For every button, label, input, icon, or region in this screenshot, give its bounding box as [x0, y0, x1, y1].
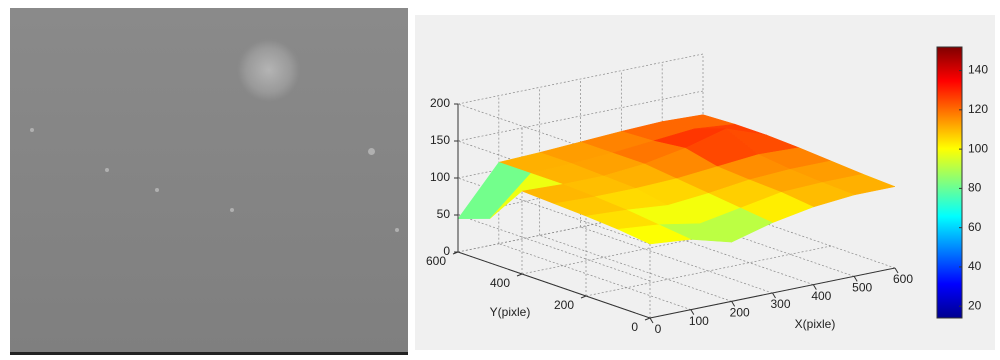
tick-mark — [649, 317, 654, 324]
axis-line — [649, 267, 896, 319]
grid-line — [498, 243, 691, 310]
x-tick-label: 500 — [852, 281, 872, 295]
x-axis-label: X(pixle) — [795, 317, 836, 331]
speck — [30, 128, 34, 132]
speck — [368, 148, 375, 155]
x-tick-label: 400 — [811, 289, 831, 303]
colorbar-tick-label: 40 — [968, 259, 982, 273]
colorbar-tick-label: 140 — [968, 63, 988, 77]
z-tick-label: 100 — [430, 170, 450, 184]
z-tick-label: 0 — [443, 244, 450, 258]
x-tick-label: 100 — [689, 314, 709, 328]
y-tick-label: 400 — [490, 276, 510, 290]
tick-mark — [690, 309, 695, 315]
tick-mark — [772, 292, 776, 299]
y-tick-label: 0 — [631, 320, 638, 334]
axis-line — [457, 251, 651, 319]
grid-line — [585, 245, 832, 297]
grid-line — [539, 235, 732, 302]
colorbar-tick-label: 100 — [968, 141, 988, 155]
grayscale-image — [10, 8, 408, 355]
z-tick-label: 200 — [430, 96, 450, 110]
colorbar-tick-label: 20 — [968, 298, 982, 312]
z-tick-label: 150 — [430, 133, 450, 147]
speck — [230, 208, 234, 212]
speck — [155, 188, 159, 192]
x-tick-label: 200 — [730, 306, 750, 320]
y-tick-label: 600 — [426, 254, 446, 268]
tick-mark — [516, 273, 523, 277]
grid-line — [457, 90, 704, 142]
tick-mark — [580, 295, 587, 299]
speck — [395, 228, 399, 232]
grid-line — [457, 214, 651, 282]
tick-mark — [894, 267, 899, 274]
z-tick-label: 50 — [437, 207, 451, 221]
colorbar — [936, 46, 963, 319]
tick-mark — [731, 301, 736, 307]
grid-line — [580, 226, 773, 294]
colorbar-tick-label: 80 — [968, 181, 982, 195]
speck — [105, 168, 109, 172]
tick-mark — [812, 284, 817, 290]
tick-mark — [853, 276, 858, 282]
grid-line — [457, 53, 704, 105]
y-tick-label: 200 — [554, 298, 574, 312]
surface-cell — [617, 224, 692, 245]
tick-mark — [644, 317, 651, 321]
colorbar-tick-label: 120 — [968, 102, 988, 116]
x-tick-label: 600 — [893, 272, 913, 286]
x-tick-label: 0 — [655, 322, 662, 336]
x-tick-label: 300 — [770, 297, 790, 311]
colorbar-tick-label: 60 — [968, 220, 982, 234]
y-axis-label: Y(pixle) — [490, 305, 531, 319]
